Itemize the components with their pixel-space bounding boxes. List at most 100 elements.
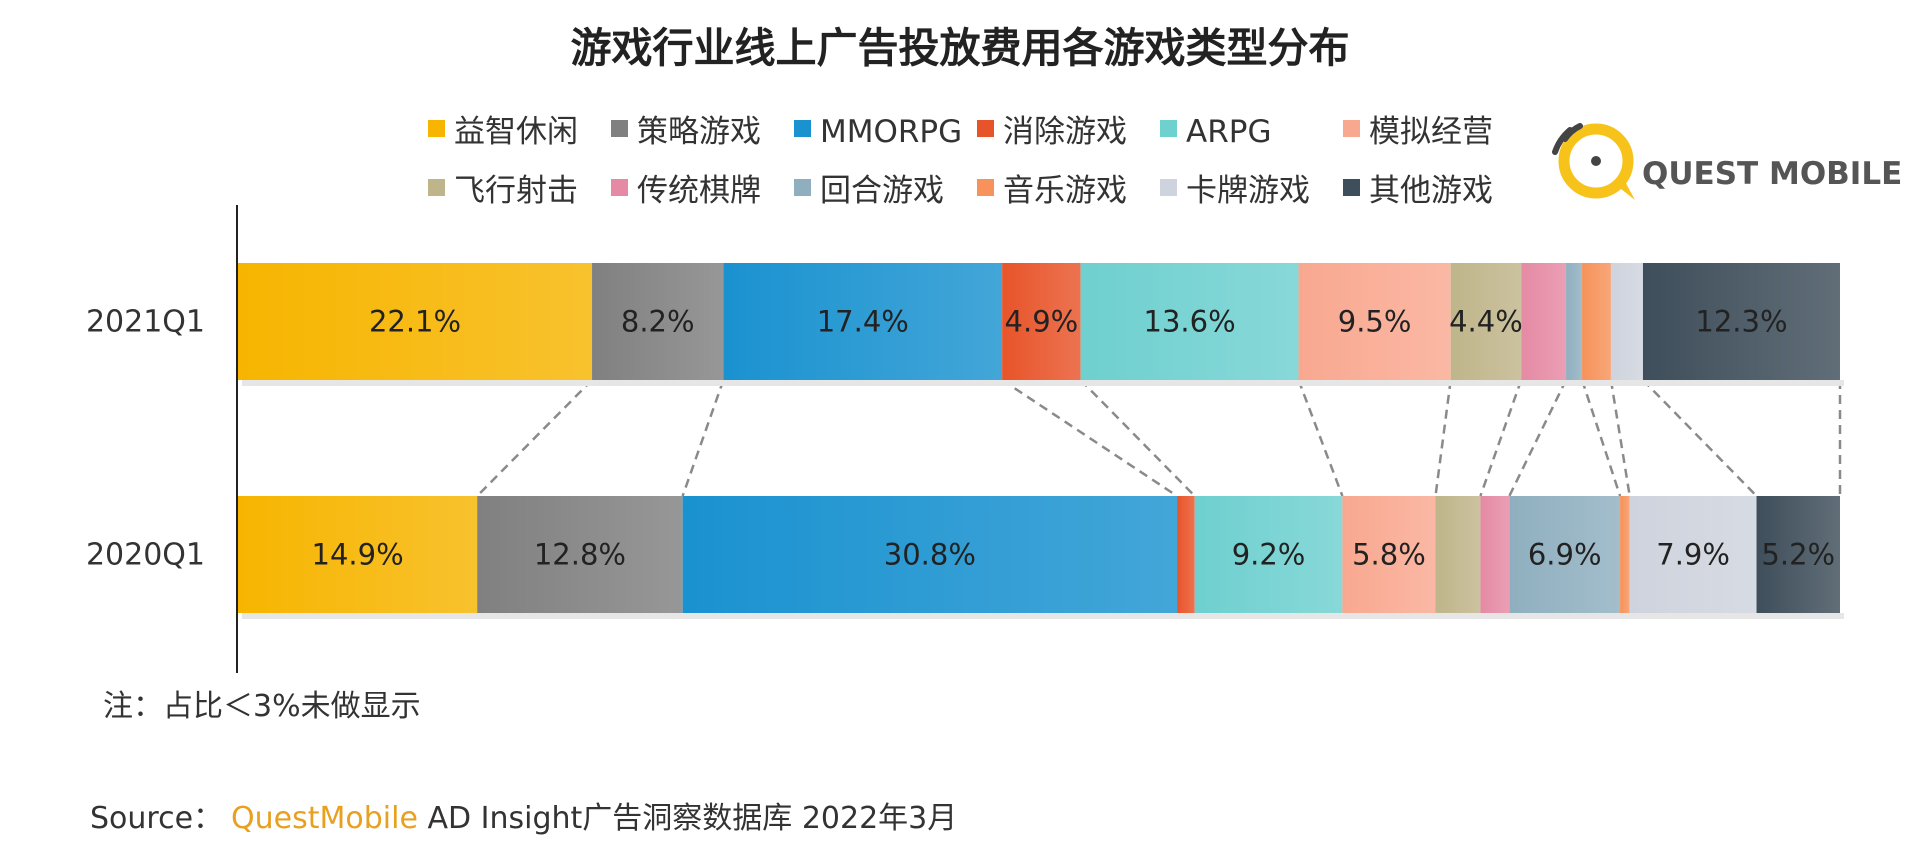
legend-swatch xyxy=(794,120,811,137)
note-text: 注：占比＜3%未做显示 xyxy=(103,689,421,724)
data-label: 9.2% xyxy=(1232,538,1306,572)
legend-swatch xyxy=(428,179,445,196)
data-label: 5.2% xyxy=(1761,538,1835,572)
bar-segment xyxy=(1620,496,1630,613)
connector-lines xyxy=(476,378,1842,498)
data-label: 9.5% xyxy=(1338,305,1412,339)
legend-item: 其他游戏 xyxy=(1343,173,1493,209)
bar-segment xyxy=(1642,263,1840,380)
bar-segment xyxy=(1509,496,1621,613)
legend-item: 模拟经营 xyxy=(1343,114,1493,150)
bar-segment xyxy=(1610,263,1643,380)
connector-line xyxy=(1508,379,1568,497)
legend-swatch xyxy=(1160,120,1177,137)
legend-swatch xyxy=(1160,179,1177,196)
legend-swatch xyxy=(977,120,994,137)
bar-segment xyxy=(238,496,478,613)
legend-label: 音乐游戏 xyxy=(1003,173,1127,209)
legend-label: 益智休闲 xyxy=(454,114,578,150)
category-label: 2021Q1 xyxy=(86,305,205,340)
data-label: 13.6% xyxy=(1144,305,1236,339)
legend-item: 传统棋牌 xyxy=(611,173,761,209)
connector-line xyxy=(681,379,725,497)
bars: 22.1% 8.2% 17.4% 4.9% 13.6% 9.5% 4.4% 12.3% 14.9… xyxy=(238,263,1844,619)
bar-segment xyxy=(1521,263,1567,380)
bar-segment xyxy=(1566,263,1583,380)
bar-segment xyxy=(1435,496,1481,613)
data-label: 17.4% xyxy=(817,305,909,339)
bar-shadow xyxy=(242,613,1844,619)
legend-label: 卡牌游戏 xyxy=(1186,173,1310,209)
data-label: 30.8% xyxy=(884,538,976,572)
legend-item: 回合游戏 xyxy=(794,173,944,209)
legend-item: 飞行射击 xyxy=(428,173,578,209)
legend-label: 消除游戏 xyxy=(1003,114,1127,150)
connector-line xyxy=(1479,379,1523,497)
bar-segment xyxy=(1450,263,1522,380)
logo-icon xyxy=(1552,123,1635,200)
data-label: 22.1% xyxy=(369,305,461,339)
legend-item: 策略游戏 xyxy=(611,114,761,150)
bar-segment xyxy=(477,496,683,613)
legend-label: ARPG xyxy=(1186,114,1271,150)
legend-label: 策略游戏 xyxy=(637,114,761,150)
legend-label: 传统棋牌 xyxy=(637,173,761,209)
connector-line xyxy=(476,379,593,497)
bar-segment xyxy=(1177,496,1195,613)
connector-line xyxy=(1001,378,1178,498)
data-label: 6.9% xyxy=(1528,538,1602,572)
legend-swatch xyxy=(611,179,628,196)
legend-swatch xyxy=(1343,179,1360,196)
legend-item: ARPG xyxy=(1160,114,1271,150)
bar-segment xyxy=(1756,496,1840,613)
category-label: 2020Q1 xyxy=(86,538,205,573)
legend-swatch xyxy=(1343,120,1360,137)
legend-label: 回合游戏 xyxy=(820,173,944,209)
bar-segment xyxy=(1080,263,1299,380)
connector-line xyxy=(1609,379,1631,497)
bar-segment xyxy=(1582,263,1611,380)
source-prefix: Source： xyxy=(90,801,223,836)
bar-segment xyxy=(238,263,593,380)
legend-label: 其他游戏 xyxy=(1369,173,1493,209)
legend-label: MMORPG xyxy=(820,114,962,150)
bar-segment xyxy=(592,263,724,380)
connector-line xyxy=(1079,379,1196,497)
bar-segment xyxy=(1629,496,1757,613)
legend-swatch xyxy=(428,120,445,137)
data-label: 14.9% xyxy=(312,538,404,572)
legend-swatch xyxy=(611,120,628,137)
legend-label: 飞行射击 xyxy=(454,173,578,209)
source-text: Source： QuestMobile AD Insight广告洞察数据库 202… xyxy=(90,801,957,836)
legend-item: 益智休闲 xyxy=(428,114,578,150)
bar-segment xyxy=(1342,496,1436,613)
legend-label: 模拟经营 xyxy=(1369,114,1493,150)
source-suffix: AD Insight广告洞察数据库 2022年3月 xyxy=(418,801,957,836)
data-label: 5.8% xyxy=(1352,538,1426,572)
bar-segment xyxy=(1480,496,1510,613)
data-label: 4.9% xyxy=(1005,305,1079,339)
legend-swatch xyxy=(794,179,811,196)
legend-item: 音乐游戏 xyxy=(977,173,1127,209)
bar-segment xyxy=(723,263,1003,380)
bar-segment xyxy=(1298,263,1451,380)
bar-segment xyxy=(1194,496,1343,613)
legend-item: 卡牌游戏 xyxy=(1160,173,1310,209)
connector-line xyxy=(1434,379,1452,497)
source-brand: QuestMobile xyxy=(231,801,418,836)
bar-segment xyxy=(1002,263,1081,380)
logo-text: QUEST MOBILE xyxy=(1642,156,1902,192)
questmobile-logo: QUEST MOBILE xyxy=(1552,123,1902,200)
data-label: 8.2% xyxy=(621,305,695,339)
bar-segment xyxy=(682,496,1178,613)
y-axis-labels: 2021Q1 2020Q1 xyxy=(86,305,205,573)
data-label: 7.9% xyxy=(1656,538,1730,572)
chart-title: 游戏行业线上广告投放费用各游戏类型分布 xyxy=(571,24,1350,72)
data-label: 12.3% xyxy=(1695,305,1787,339)
connector-line xyxy=(1297,379,1344,497)
bar-shadow xyxy=(242,380,1844,386)
legend-item: 消除游戏 xyxy=(977,114,1127,150)
connector-line xyxy=(1642,379,1758,497)
